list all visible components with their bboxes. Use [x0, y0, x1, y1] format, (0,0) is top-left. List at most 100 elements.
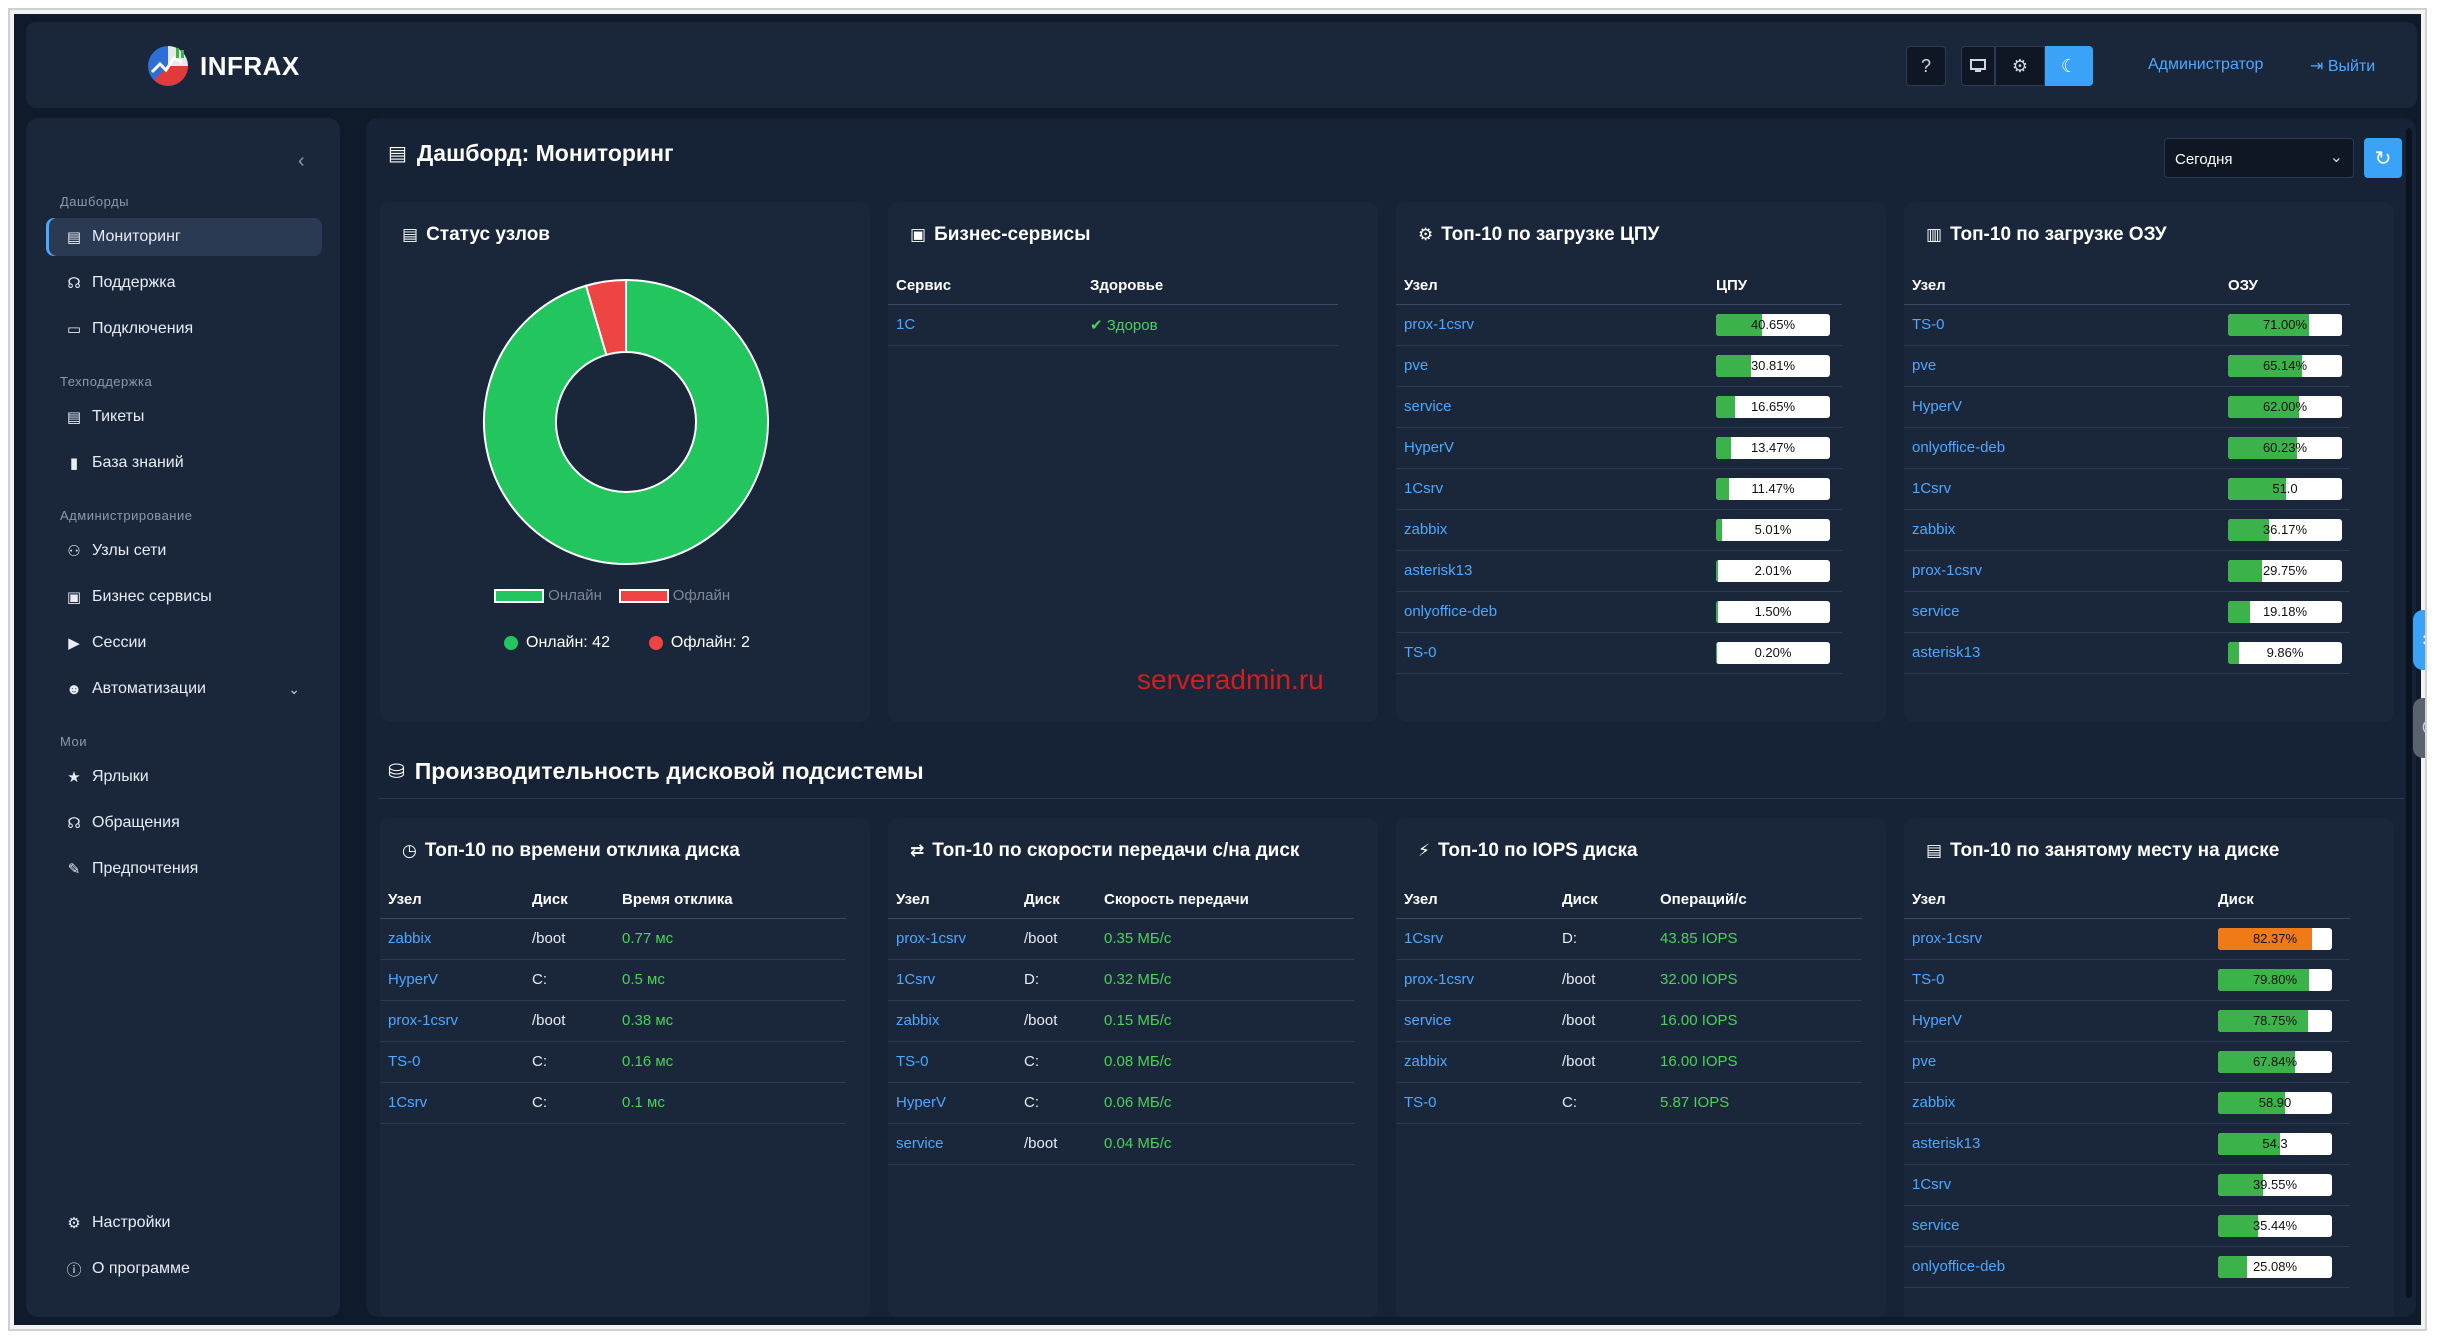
node-link[interactable]: service	[1904, 591, 2220, 633]
disk-name: /boot	[1554, 1041, 1652, 1083]
usage-bar-fill	[2228, 354, 2303, 377]
power-side-button[interactable]: ⏻	[2413, 698, 2425, 758]
sidebar-item-knowledge-base[interactable]: ▮ База знаний	[46, 444, 322, 482]
node-link[interactable]: onlyoffice-deb	[1904, 1246, 2210, 1288]
node-link[interactable]: pve	[1904, 1041, 2210, 1083]
admin-link[interactable]: Администратор	[2148, 56, 2264, 73]
node-link[interactable]: TS-0	[1396, 632, 1708, 674]
collapse-chevron-icon[interactable]: ‹	[298, 150, 305, 172]
table-row: pve 65.14%	[1904, 345, 2350, 387]
node-link[interactable]: prox-1csrv	[1396, 959, 1554, 1001]
sidebar-item-label: О программе	[92, 1260, 190, 1277]
legend-offline-swatch	[618, 589, 669, 604]
sidebar-item-connections[interactable]: ▭ Подключения	[46, 310, 322, 348]
help-button[interactable]: ?	[1906, 46, 1946, 86]
sidebar-item-shortcuts[interactable]: ★ Ярлыки	[46, 758, 322, 796]
dark-theme-button[interactable]: ☾	[2045, 46, 2093, 86]
sidebar-item-network-nodes[interactable]: ⚇ Узлы сети	[46, 532, 322, 570]
node-link[interactable]: pve	[1396, 345, 1708, 387]
node-link[interactable]: service	[1396, 1000, 1554, 1042]
light-theme-button[interactable]: ⚙	[1995, 46, 2045, 86]
sidebar-item-automations[interactable]: ☻ Автоматизации ⌄	[46, 670, 322, 708]
column-header: Здоровье	[1082, 268, 1338, 305]
node-link[interactable]: service	[1904, 1205, 2210, 1247]
sidebar-item-sessions[interactable]: ▶ Сессии	[46, 624, 322, 662]
nodes-donut-chart[interactable]	[476, 272, 776, 572]
usage-bar-fill	[2218, 1050, 2296, 1073]
node-link[interactable]: 1Csrv	[888, 959, 1016, 1001]
node-link[interactable]: service	[1396, 386, 1708, 428]
node-link[interactable]: zabbix	[1904, 1082, 2210, 1124]
node-link[interactable]: prox-1csrv	[888, 918, 1016, 960]
sidebar-item-tickets[interactable]: ▤ Тикеты	[46, 398, 322, 436]
node-link[interactable]: zabbix	[380, 918, 524, 960]
period-select[interactable]: Сегодня ⌄	[2164, 138, 2354, 178]
node-link[interactable]: 1Csrv	[1396, 468, 1708, 510]
node-link[interactable]: 1Csrv	[1904, 468, 2220, 510]
usage-bar-fill	[2218, 927, 2312, 950]
usage-bar-cell: 1.50%	[1708, 591, 1842, 633]
node-link[interactable]: TS-0	[1396, 1082, 1554, 1124]
card-title-text: Топ-10 по IOPS диска	[1437, 840, 1638, 861]
sidebar-item-settings[interactable]: ⚙ Настройки	[46, 1204, 322, 1242]
usage-bar-label: 9.86%	[2266, 644, 2304, 660]
node-link[interactable]: prox-1csrv	[380, 1000, 524, 1042]
offline-dot	[648, 635, 663, 650]
table-row: prox-1csrv/boot 0.35 МБ/с	[888, 918, 1354, 960]
node-link[interactable]: HyperV	[1904, 1000, 2210, 1042]
node-link[interactable]: service	[888, 1123, 1016, 1165]
node-link[interactable]: onlyoffice-deb	[1396, 591, 1708, 633]
sidebar-item-business-services[interactable]: ▣ Бизнес сервисы	[46, 578, 322, 616]
node-link[interactable]: zabbix	[888, 1000, 1016, 1042]
sidebar-item-monitoring[interactable]: ▤ Мониторинг	[46, 218, 322, 256]
column-header: Узел	[1904, 882, 2210, 919]
sidebar-item-preferences[interactable]: ✎ Предпочтения	[46, 850, 322, 888]
node-link[interactable]: 1Csrv	[1904, 1164, 2210, 1206]
node-link[interactable]: HyperV	[1904, 386, 2220, 428]
node-link[interactable]: prox-1csrv	[1904, 918, 2210, 960]
sidebar-item-about[interactable]: ⓘ О программе	[46, 1250, 322, 1288]
node-link[interactable]: onlyoffice-deb	[1904, 427, 2220, 469]
refresh-button[interactable]: ↻	[2364, 138, 2402, 178]
sidebar-item-support[interactable]: ☊ Поддержка	[46, 264, 322, 302]
node-link[interactable]: TS-0	[380, 1041, 524, 1083]
node-link[interactable]: HyperV	[1396, 427, 1708, 469]
node-link[interactable]: asterisk13	[1396, 550, 1708, 592]
logo[interactable]: INFRAX	[146, 44, 300, 88]
node-link[interactable]: 1Csrv	[1396, 918, 1554, 960]
node-link[interactable]: prox-1csrv	[1904, 550, 2220, 592]
node-link[interactable]: TS-0	[888, 1041, 1016, 1083]
chart-legend[interactable]: Онлайн Офлайн	[494, 587, 730, 604]
usage-bar: 30.81%	[1716, 354, 1830, 377]
node-link[interactable]: TS-0	[1904, 959, 2210, 1001]
node-link[interactable]: zabbix	[1396, 1041, 1554, 1083]
node-link[interactable]: pve	[1904, 345, 2220, 387]
cpu-top-card: ⚙ Топ-10 по загрузке ЦПУ Узел ЦПУ prox-1c…	[1396, 202, 1886, 722]
node-link[interactable]: zabbix	[1904, 509, 2220, 551]
server-icon: ▤	[388, 143, 407, 165]
online-slice[interactable]	[483, 278, 769, 565]
scrollbar[interactable]	[2406, 128, 2412, 1298]
cpu-table: Узел ЦПУ prox-1csrv 40.65% pve 30.81% servic…	[1396, 268, 1842, 674]
node-link[interactable]: prox-1csrv	[1396, 304, 1708, 346]
usage-bar: 60.23%	[2228, 436, 2342, 459]
node-link[interactable]: HyperV	[888, 1082, 1016, 1124]
card-title-text: Бизнес-сервисы	[934, 224, 1091, 245]
node-link[interactable]: HyperV	[380, 959, 524, 1001]
node-link[interactable]: asterisk13	[1904, 632, 2220, 674]
usage-bar-label: 29.75%	[2262, 562, 2308, 578]
sidebar-item-label: Обращения	[92, 814, 180, 831]
sidebar-item-requests[interactable]: ☊ Обращения	[46, 804, 322, 842]
monitor-theme-button[interactable]	[1961, 46, 1995, 86]
node-link[interactable]: TS-0	[1904, 304, 2220, 346]
page-title-text: Дашборд: Мониторинг	[416, 140, 674, 166]
sidebar-item-label: Ярлыки	[92, 768, 149, 785]
node-link[interactable]: zabbix	[1396, 509, 1708, 551]
app: INFRAX ? ⚙ ☾ Администратор ⇥ Выйти ‹ Даш…	[14, 14, 2425, 1325]
service-link[interactable]: 1С	[888, 304, 1082, 346]
logout-link[interactable]: ⇥ Выйти	[2310, 56, 2375, 76]
node-link[interactable]: asterisk13	[1904, 1123, 2210, 1165]
loading-side-button[interactable]: ✲	[2413, 610, 2425, 670]
node-link[interactable]: 1Csrv	[380, 1082, 524, 1124]
table-row: prox-1csrv 40.65%	[1396, 304, 1842, 346]
